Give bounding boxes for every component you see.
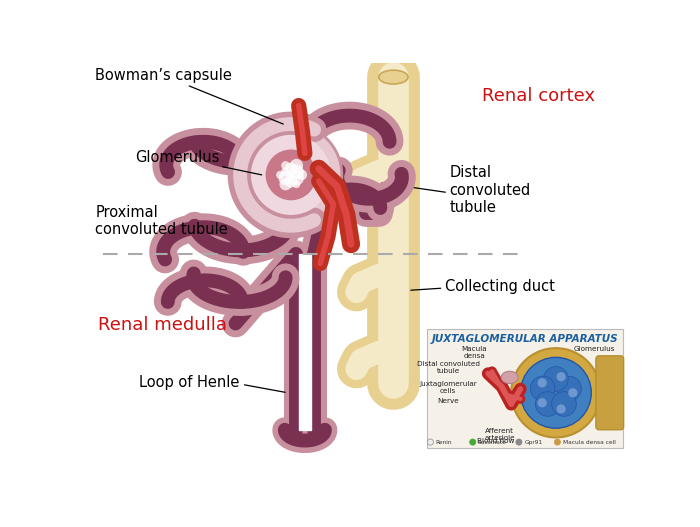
Text: Renin: Renin bbox=[435, 440, 452, 445]
Circle shape bbox=[516, 439, 522, 445]
Text: Bowman’s capsule: Bowman’s capsule bbox=[95, 68, 284, 124]
Circle shape bbox=[251, 135, 331, 215]
Circle shape bbox=[552, 392, 576, 416]
Text: Loop of Henle: Loop of Henle bbox=[139, 375, 239, 391]
Circle shape bbox=[289, 164, 304, 179]
Text: Distal convoluted
tubule: Distal convoluted tubule bbox=[416, 361, 480, 374]
Circle shape bbox=[521, 357, 592, 428]
Circle shape bbox=[536, 392, 560, 416]
Circle shape bbox=[285, 162, 297, 175]
Circle shape bbox=[290, 159, 303, 172]
Circle shape bbox=[281, 161, 290, 170]
Text: Macula densa cell: Macula densa cell bbox=[563, 440, 616, 445]
Text: Renal medulla: Renal medulla bbox=[99, 316, 228, 334]
Circle shape bbox=[293, 180, 300, 188]
Text: Distal
convoluted
tubule: Distal convoluted tubule bbox=[449, 165, 531, 215]
Text: Nerve: Nerve bbox=[438, 398, 459, 404]
Circle shape bbox=[470, 439, 476, 445]
Text: Juxtaglomerular
cells: Juxtaglomerular cells bbox=[419, 381, 477, 394]
Ellipse shape bbox=[501, 371, 518, 384]
Circle shape bbox=[568, 388, 578, 397]
Text: Collecting duct: Collecting duct bbox=[445, 279, 555, 294]
Circle shape bbox=[284, 174, 298, 188]
Circle shape bbox=[265, 150, 316, 200]
Text: Succinate: Succinate bbox=[478, 440, 507, 445]
Circle shape bbox=[511, 348, 601, 437]
Circle shape bbox=[287, 171, 295, 179]
Text: Afferent
arteriole: Afferent arteriole bbox=[484, 427, 515, 441]
Text: Blood flow: Blood flow bbox=[477, 438, 514, 444]
Text: Renal cortex: Renal cortex bbox=[482, 86, 595, 104]
Circle shape bbox=[538, 378, 547, 387]
FancyBboxPatch shape bbox=[426, 329, 623, 448]
Circle shape bbox=[556, 404, 566, 414]
Circle shape bbox=[279, 171, 293, 185]
Circle shape bbox=[556, 372, 566, 382]
Circle shape bbox=[288, 170, 304, 186]
Circle shape bbox=[543, 367, 568, 391]
Ellipse shape bbox=[379, 70, 408, 84]
Circle shape bbox=[427, 439, 433, 445]
Text: Glomerulus: Glomerulus bbox=[574, 346, 615, 352]
Circle shape bbox=[531, 376, 555, 401]
Circle shape bbox=[240, 124, 342, 226]
Text: JUXTAGLOMERULAR APPARATUS: JUXTAGLOMERULAR APPARATUS bbox=[431, 334, 618, 344]
Text: Glomerulus: Glomerulus bbox=[136, 150, 262, 175]
Text: Proximal
convoluted tubule: Proximal convoluted tubule bbox=[95, 205, 228, 237]
Text: Gpr91: Gpr91 bbox=[524, 440, 542, 445]
Circle shape bbox=[281, 168, 290, 176]
Circle shape bbox=[276, 171, 284, 179]
Circle shape bbox=[554, 439, 561, 445]
Circle shape bbox=[279, 178, 292, 190]
Circle shape bbox=[556, 376, 582, 401]
Text: Macula
densa: Macula densa bbox=[461, 346, 487, 359]
FancyBboxPatch shape bbox=[596, 356, 624, 430]
Circle shape bbox=[297, 170, 307, 180]
Circle shape bbox=[538, 398, 547, 407]
